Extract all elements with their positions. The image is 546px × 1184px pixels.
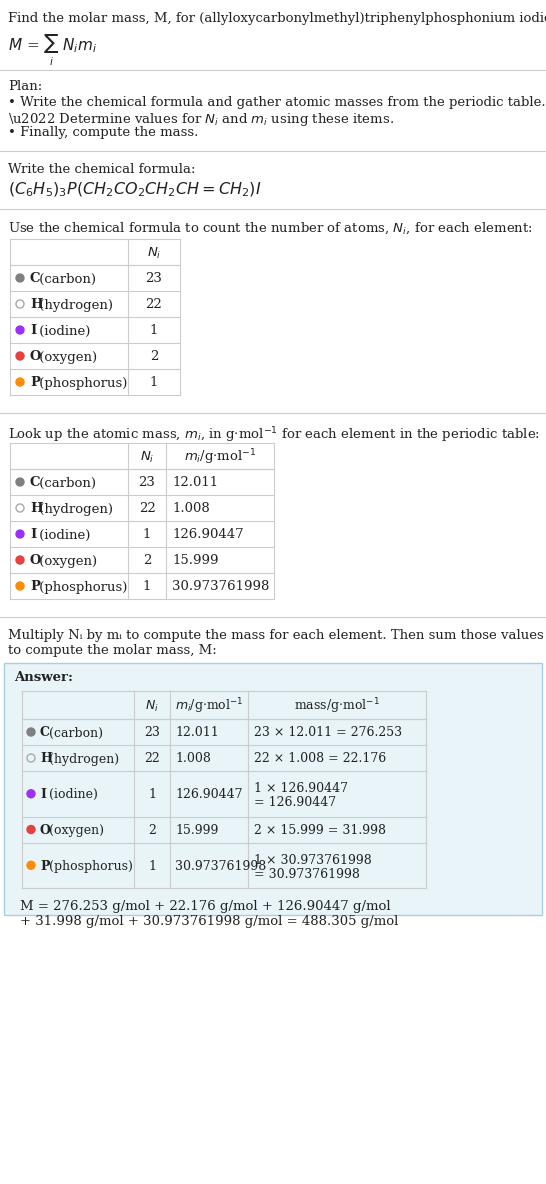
Circle shape bbox=[16, 326, 24, 334]
Circle shape bbox=[16, 352, 24, 360]
Text: (phosphorus): (phosphorus) bbox=[35, 580, 127, 593]
Text: to compute the molar mass, M:: to compute the molar mass, M: bbox=[8, 644, 217, 657]
Text: 12.011: 12.011 bbox=[175, 727, 219, 740]
Text: 23: 23 bbox=[139, 476, 156, 489]
Text: (iodine): (iodine) bbox=[45, 789, 98, 802]
Text: • Finally, compute the mass.: • Finally, compute the mass. bbox=[8, 126, 198, 139]
Text: H: H bbox=[40, 753, 52, 766]
Text: 30.973761998: 30.973761998 bbox=[175, 860, 266, 873]
Text: C: C bbox=[30, 476, 40, 489]
Text: O: O bbox=[30, 350, 41, 363]
Text: 22: 22 bbox=[139, 502, 156, 515]
Text: = 30.973761998: = 30.973761998 bbox=[254, 868, 360, 881]
Text: 126.90447: 126.90447 bbox=[172, 528, 244, 541]
Text: $N_i$: $N_i$ bbox=[147, 245, 161, 260]
Text: Answer:: Answer: bbox=[14, 671, 73, 684]
Text: 23: 23 bbox=[144, 727, 160, 740]
Text: $(C_6H_5)_3P(CH_2CO_2CH_2CH{=}CH_2)I$: $(C_6H_5)_3P(CH_2CO_2CH_2CH{=}CH_2)I$ bbox=[8, 181, 262, 199]
Text: C: C bbox=[40, 727, 50, 740]
Text: 22: 22 bbox=[146, 298, 162, 311]
Text: 1: 1 bbox=[148, 860, 156, 873]
Text: 2 × 15.999 = 31.998: 2 × 15.999 = 31.998 bbox=[254, 824, 386, 837]
Text: P: P bbox=[40, 860, 50, 873]
Text: 1.008: 1.008 bbox=[172, 502, 210, 515]
Text: P: P bbox=[30, 580, 40, 593]
Text: • Write the chemical formula and gather atomic masses from the periodic table.: • Write the chemical formula and gather … bbox=[8, 96, 545, 109]
Circle shape bbox=[27, 861, 35, 869]
Text: (oxygen): (oxygen) bbox=[45, 824, 104, 837]
Text: 2: 2 bbox=[150, 350, 158, 363]
Text: 2: 2 bbox=[143, 554, 151, 567]
Text: (carbon): (carbon) bbox=[45, 727, 103, 740]
Text: (oxygen): (oxygen) bbox=[35, 554, 97, 567]
Text: I: I bbox=[30, 324, 36, 337]
Text: Plan:: Plan: bbox=[8, 81, 42, 94]
Text: H: H bbox=[30, 502, 43, 515]
Text: (hydrogen): (hydrogen) bbox=[35, 502, 113, 515]
Circle shape bbox=[16, 556, 24, 564]
Text: 1: 1 bbox=[143, 580, 151, 593]
Circle shape bbox=[16, 530, 24, 538]
Text: (carbon): (carbon) bbox=[35, 476, 96, 489]
Text: 2: 2 bbox=[148, 824, 156, 837]
Text: 1: 1 bbox=[150, 377, 158, 390]
Text: 23: 23 bbox=[146, 272, 163, 285]
Text: 126.90447: 126.90447 bbox=[175, 789, 242, 802]
Circle shape bbox=[27, 728, 35, 736]
Text: I: I bbox=[40, 789, 46, 802]
Circle shape bbox=[16, 274, 24, 282]
FancyBboxPatch shape bbox=[4, 663, 542, 915]
Text: = 126.90447: = 126.90447 bbox=[254, 797, 336, 809]
Text: 1 × 126.90447: 1 × 126.90447 bbox=[254, 783, 348, 796]
Text: (phosphorus): (phosphorus) bbox=[45, 860, 133, 873]
Text: P: P bbox=[30, 377, 40, 390]
Text: Look up the atomic mass, $m_i$, in g$\cdot$mol$^{-1}$ for each element in the pe: Look up the atomic mass, $m_i$, in g$\cd… bbox=[8, 425, 540, 445]
Text: $N_i$: $N_i$ bbox=[140, 450, 154, 464]
Text: mass/g$\cdot$mol$^{-1}$: mass/g$\cdot$mol$^{-1}$ bbox=[294, 696, 380, 716]
Text: $m_i$/g$\cdot$mol$^{-1}$: $m_i$/g$\cdot$mol$^{-1}$ bbox=[183, 448, 256, 466]
Text: O: O bbox=[40, 824, 51, 837]
Text: \u2022 Determine values for $N_i$ and $m_i$ using these items.: \u2022 Determine values for $N_i$ and $m… bbox=[8, 111, 394, 128]
Text: 1: 1 bbox=[150, 324, 158, 337]
Text: H: H bbox=[30, 298, 43, 311]
Circle shape bbox=[16, 583, 24, 590]
Text: $m_i$/g$\cdot$mol$^{-1}$: $m_i$/g$\cdot$mol$^{-1}$ bbox=[175, 696, 244, 716]
Text: (hydrogen): (hydrogen) bbox=[45, 753, 119, 766]
Text: 1 × 30.973761998: 1 × 30.973761998 bbox=[254, 854, 372, 867]
Text: C: C bbox=[30, 272, 40, 285]
Text: (iodine): (iodine) bbox=[35, 528, 90, 541]
Text: 23 × 12.011 = 276.253: 23 × 12.011 = 276.253 bbox=[254, 727, 402, 740]
Circle shape bbox=[16, 378, 24, 386]
Text: (iodine): (iodine) bbox=[35, 324, 90, 337]
Circle shape bbox=[27, 790, 35, 798]
Text: O: O bbox=[30, 554, 41, 567]
Text: Find the molar mass, M, for (allyloxycarbonylmethyl)triphenylphosphonium iodide:: Find the molar mass, M, for (allyloxycar… bbox=[8, 12, 546, 25]
Text: I: I bbox=[30, 528, 36, 541]
Circle shape bbox=[27, 825, 35, 834]
Text: 1.008: 1.008 bbox=[175, 753, 211, 766]
Text: (phosphorus): (phosphorus) bbox=[35, 377, 127, 390]
Text: + 31.998 g/mol + 30.973761998 g/mol = 488.305 g/mol: + 31.998 g/mol + 30.973761998 g/mol = 48… bbox=[20, 915, 399, 928]
Text: 1: 1 bbox=[148, 789, 156, 802]
Text: Write the chemical formula:: Write the chemical formula: bbox=[8, 163, 195, 176]
Text: 12.011: 12.011 bbox=[172, 476, 218, 489]
Text: 30.973761998: 30.973761998 bbox=[172, 580, 269, 593]
Text: 1: 1 bbox=[143, 528, 151, 541]
Text: M = 276.253 g/mol + 22.176 g/mol + 126.90447 g/mol: M = 276.253 g/mol + 22.176 g/mol + 126.9… bbox=[20, 900, 390, 913]
Text: (hydrogen): (hydrogen) bbox=[35, 298, 113, 311]
Text: 15.999: 15.999 bbox=[175, 824, 218, 837]
Text: (oxygen): (oxygen) bbox=[35, 350, 97, 363]
Text: Use the chemical formula to count the number of atoms, $N_i$, for each element:: Use the chemical formula to count the nu… bbox=[8, 221, 533, 237]
Text: 22 × 1.008 = 22.176: 22 × 1.008 = 22.176 bbox=[254, 753, 386, 766]
Text: 15.999: 15.999 bbox=[172, 554, 218, 567]
Circle shape bbox=[16, 478, 24, 485]
Text: Multiply Nᵢ by mᵢ to compute the mass for each element. Then sum those values: Multiply Nᵢ by mᵢ to compute the mass fo… bbox=[8, 629, 544, 642]
Text: (carbon): (carbon) bbox=[35, 272, 96, 285]
Text: 22: 22 bbox=[144, 753, 160, 766]
Text: $M$ = $\sum_i$ $N_i m_i$: $M$ = $\sum_i$ $N_i m_i$ bbox=[8, 34, 97, 69]
Text: $N_i$: $N_i$ bbox=[145, 699, 159, 714]
